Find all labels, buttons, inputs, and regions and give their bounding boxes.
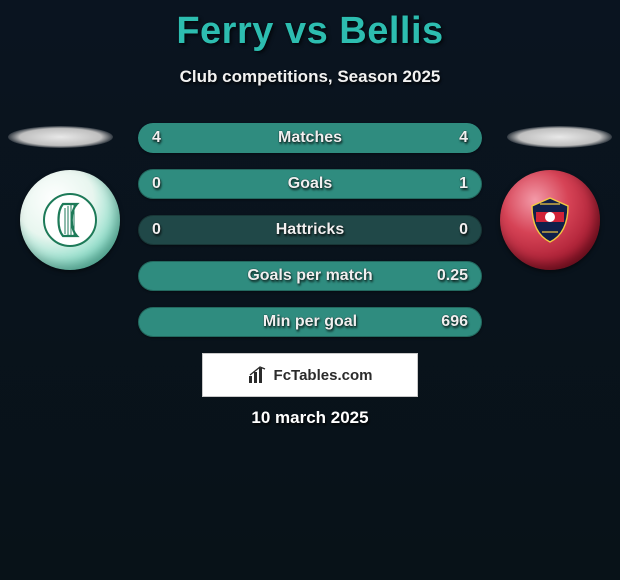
subtitle: Club competitions, Season 2025 <box>0 67 620 87</box>
stat-row-min-per-goal: Min per goal 696 <box>138 307 482 337</box>
stat-row-goals: 0 Goals 1 <box>138 169 482 199</box>
brand-box[interactable]: FcTables.com <box>202 353 418 397</box>
date-text: 10 march 2025 <box>0 408 620 428</box>
bars-icon <box>248 366 268 384</box>
stat-value-right: 696 <box>441 307 468 337</box>
player-shadow-left <box>8 126 113 148</box>
stat-value-right: 4 <box>459 123 468 153</box>
brand-text: FcTables.com <box>274 367 373 384</box>
stats-container: 4 Matches 4 0 Goals 1 0 Hattricks 0 Goal… <box>138 123 482 353</box>
stat-label: Goals per match <box>138 261 482 291</box>
stat-label: Goals <box>138 169 482 199</box>
stat-row-hattricks: 0 Hattricks 0 <box>138 215 482 245</box>
crest-icon <box>522 192 578 248</box>
harp-icon <box>43 193 97 247</box>
stat-label: Hattricks <box>138 215 482 245</box>
player-shadow-right <box>507 126 612 148</box>
stat-value-right: 1 <box>459 169 468 199</box>
stat-label: Matches <box>138 123 482 153</box>
stat-row-matches: 4 Matches 4 <box>138 123 482 153</box>
club-badge-right <box>500 170 600 270</box>
stat-value-right: 0.25 <box>437 261 468 291</box>
page-title: Ferry vs Bellis <box>0 0 620 53</box>
stat-label: Min per goal <box>138 307 482 337</box>
club-badge-left <box>20 170 120 270</box>
stat-row-goals-per-match: Goals per match 0.25 <box>138 261 482 291</box>
stat-value-right: 0 <box>459 215 468 245</box>
